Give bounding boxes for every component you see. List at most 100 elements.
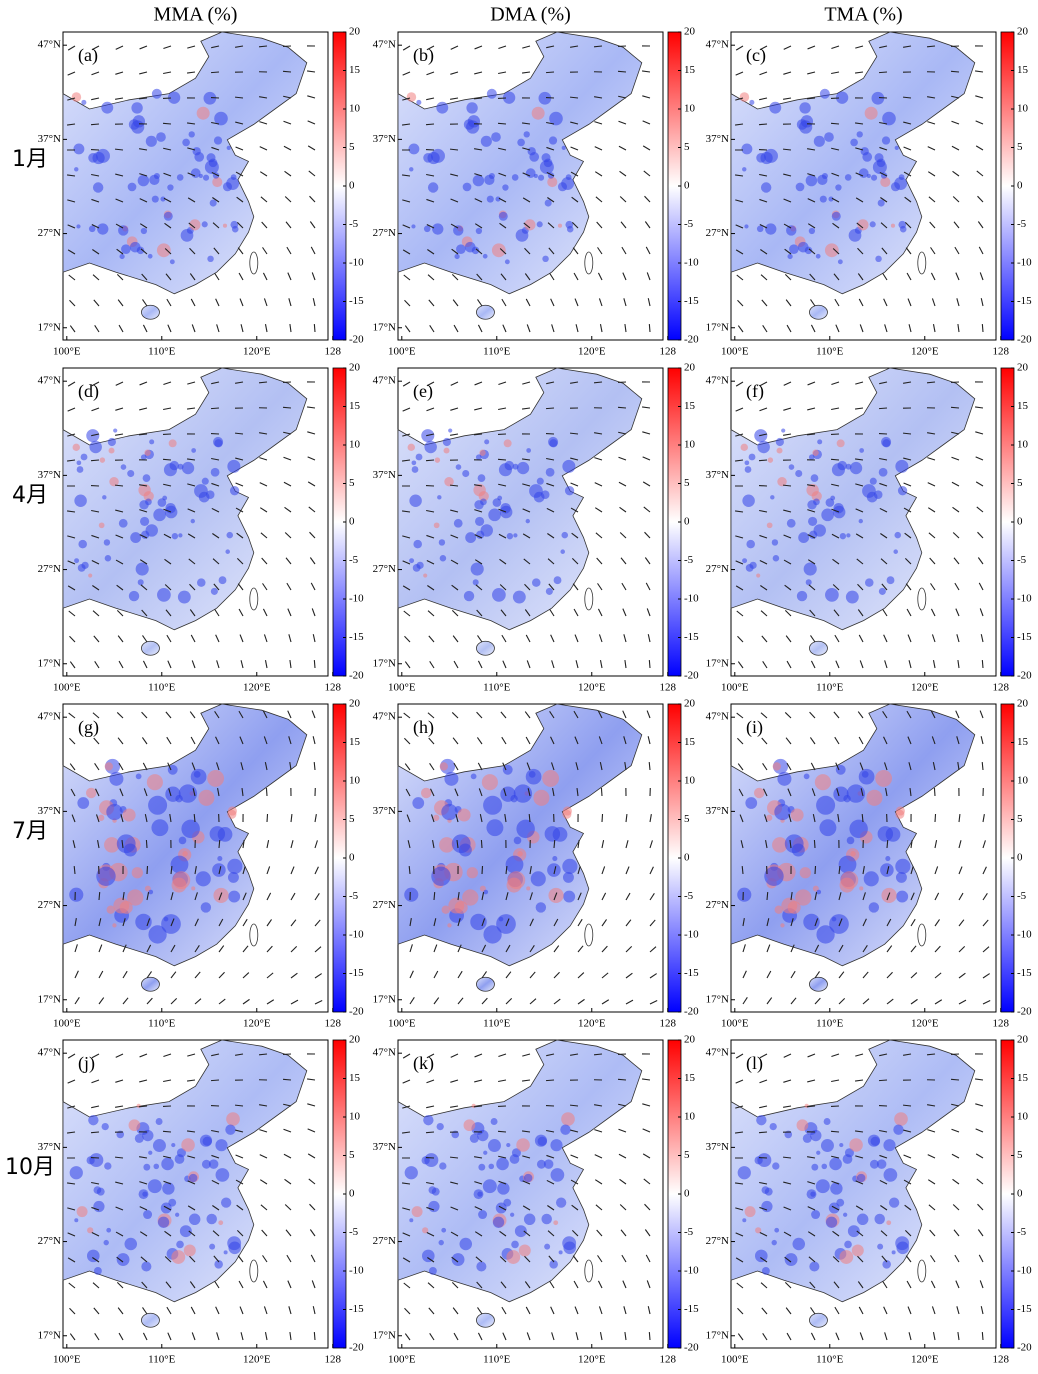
field-blob [148, 890, 153, 895]
field-blob [532, 578, 541, 587]
field-blob [839, 1143, 843, 1147]
lat-tick-label: 17°N [373, 993, 396, 1005]
field-blob [206, 490, 215, 499]
lon-tick-label: 120°E [911, 346, 939, 358]
field-blob [202, 478, 209, 485]
colorbar-tick-label: -15 [1017, 967, 1032, 979]
field-blob [799, 102, 810, 113]
wind-arrow [831, 123, 839, 124]
field-blob [72, 92, 82, 102]
island [585, 1260, 593, 1282]
field-blob [226, 177, 239, 190]
field-blob [848, 1225, 860, 1237]
field-blob [93, 1201, 104, 1212]
wind-arrow [146, 840, 147, 848]
field-blob [211, 468, 220, 477]
lat-tick-label: 47°N [38, 375, 61, 387]
row-label: 7月 [12, 819, 48, 844]
field-blob [755, 1250, 768, 1263]
field-blob [772, 1240, 777, 1245]
lon-tick-label: 128 [324, 1354, 341, 1366]
field-blob [88, 1115, 98, 1125]
field-blob [148, 254, 153, 259]
field-blob [832, 212, 841, 221]
lat-tick-label: 47°N [373, 711, 396, 723]
colorbar-tick-label: -10 [1017, 1265, 1032, 1277]
wind-arrow [211, 1080, 219, 1081]
lat-tick-label: 37°N [373, 1141, 396, 1153]
field-blob [124, 1238, 137, 1251]
field-blob [777, 448, 783, 454]
colorbar-tick-label: -5 [1017, 218, 1027, 230]
field-blob [496, 914, 516, 934]
wind-arrow [283, 1079, 291, 1080]
colorbar-tick-label: 5 [1017, 477, 1023, 489]
field-blob [452, 1253, 465, 1266]
field-blob [171, 856, 189, 874]
colorbar-tick-label: -20 [684, 334, 699, 346]
panel-label: (j) [78, 1053, 95, 1074]
lat-tick-label: 37°N [38, 1141, 61, 1153]
field-blob [744, 224, 748, 228]
wind-arrow [887, 840, 888, 848]
wind-arrow [767, 892, 768, 900]
wind-arrow [426, 124, 434, 125]
lon-tick-label: 128 [659, 682, 676, 694]
colorbar-tick-label: -10 [684, 1265, 699, 1277]
field-blob [189, 1174, 197, 1182]
wind-arrow [879, 72, 887, 73]
field-blob [409, 495, 421, 507]
field-blob [74, 167, 78, 171]
field-blob [217, 856, 222, 861]
colorbar-tick-label: 5 [684, 141, 690, 153]
lon-tick-label: 110°E [148, 1354, 175, 1366]
field-blob [524, 1174, 532, 1182]
field-blob [537, 221, 543, 227]
field-blob [218, 1220, 223, 1225]
field-blob [181, 229, 194, 242]
field-blob [877, 1244, 883, 1250]
colorbar-tick-label: 0 [349, 1188, 355, 1200]
panel-label: (d) [78, 381, 99, 402]
field-blob [846, 591, 859, 604]
field-blob [792, 1238, 805, 1251]
lat-tick-label: 27°N [373, 563, 396, 575]
field-blob [474, 500, 483, 509]
field-blob [835, 184, 841, 190]
field-blob [162, 496, 167, 501]
field-blob [89, 225, 96, 232]
field-blob [88, 573, 92, 577]
field-blob [869, 902, 879, 912]
field-blob [149, 439, 154, 444]
column-title: TMA (%) [824, 4, 902, 26]
field-blob [143, 474, 151, 482]
field-blob [404, 888, 418, 902]
field-blob [859, 448, 864, 453]
field-blob [81, 100, 86, 105]
field-blob [563, 806, 572, 815]
field-blob [524, 1214, 535, 1225]
lat-tick-label: 37°N [38, 133, 61, 145]
colorbar-tick-label: -20 [684, 670, 699, 682]
field-blob [422, 1250, 435, 1263]
field-blob [562, 859, 577, 874]
lat-tick-label: 47°N [373, 39, 396, 51]
field-blob [478, 1210, 487, 1219]
wind-arrow [649, 1332, 650, 1340]
field-blob [102, 1123, 109, 1130]
field-blob [815, 774, 831, 790]
field-blob [106, 804, 122, 820]
field-blob [532, 107, 545, 120]
island [918, 252, 926, 274]
field-blob [742, 167, 746, 171]
field-blob [773, 762, 781, 770]
lat-tick-label: 27°N [706, 227, 729, 239]
colorbar-tick-label: -10 [1017, 257, 1032, 269]
lon-tick-label: 100°E [53, 1018, 81, 1030]
field-blob [214, 439, 222, 447]
field-blob [545, 826, 560, 841]
field-blob [109, 772, 123, 786]
colorbar-tick-label: 5 [684, 477, 690, 489]
